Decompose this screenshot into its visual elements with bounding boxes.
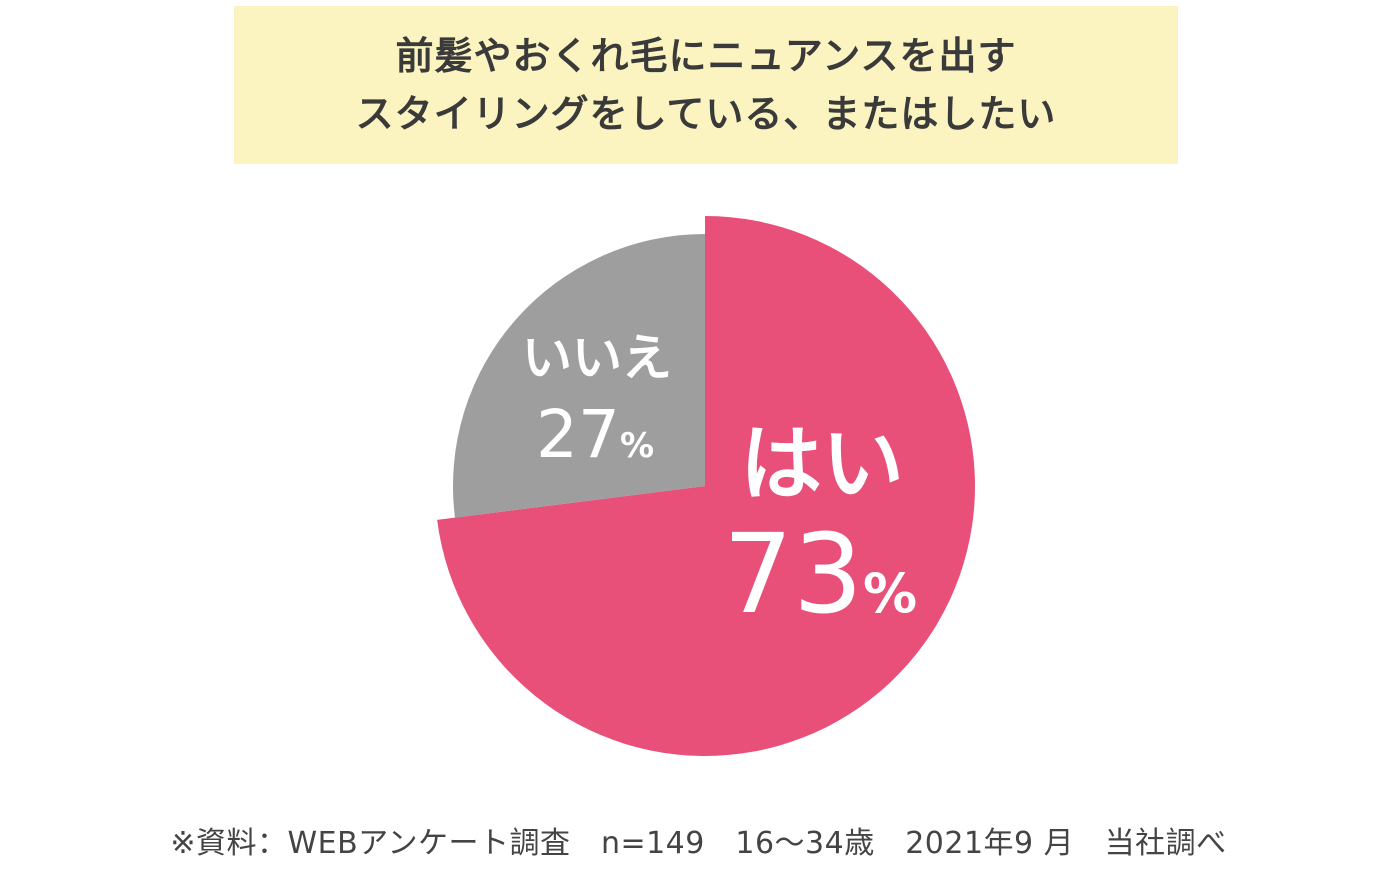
- slice-label-no: いいえ: [522, 329, 672, 387]
- pie-slice-yes: [437, 216, 975, 756]
- source-footnote: ※資料：WEBアンケート調査 n=149 16〜34歳 2021年9 月 当社調…: [170, 826, 1227, 861]
- slice-percent-no-sign: %: [620, 426, 654, 466]
- chart-title-line-2: スタイリングをしている、またはしたい: [355, 92, 1057, 136]
- slice-percent-no-value: 27: [536, 396, 620, 473]
- chart-title-line-1: 前髪やおくれ毛にニュアンスを出す: [395, 34, 1017, 78]
- slice-percent-no: 27%: [536, 396, 654, 473]
- chart-title-box: 前髪やおくれ毛にニュアンスを出す スタイリングをしている、またはしたい: [234, 6, 1178, 164]
- pie-slice-no: [452, 234, 705, 518]
- slice-label-yes: はい: [740, 417, 904, 512]
- slice-percent-yes: 73%: [723, 510, 917, 638]
- slice-percent-yes-sign: %: [863, 562, 917, 625]
- slice-percent-yes-value: 73: [723, 510, 863, 638]
